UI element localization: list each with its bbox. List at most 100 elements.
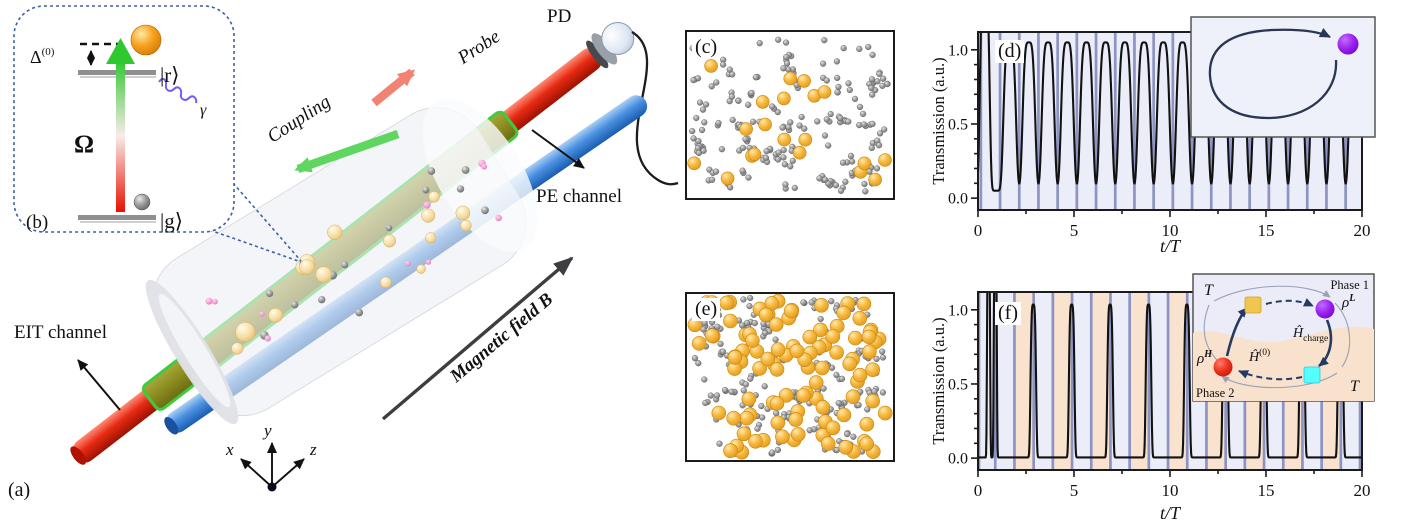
bubble-tail-line-lower: [203, 227, 302, 263]
panel-c-letter: (c): [692, 36, 721, 59]
axis-z-label: z: [309, 440, 317, 459]
pd-wire: [631, 31, 679, 186]
y-tick-label: 1.0: [948, 42, 968, 59]
probe-label: Probe: [453, 26, 504, 69]
drive-stripe: [979, 32, 983, 210]
x-tick-label: 10: [1162, 481, 1179, 500]
gamma-decay-wave: [158, 78, 198, 104]
rhoL-label: ρL: [1341, 293, 1355, 311]
limit-cycle-state-node: [1337, 33, 1359, 55]
transmission-curve-f: [978, 292, 1362, 459]
highlighted-rydberg-atom: [299, 259, 315, 275]
state-g-label: |g⟩: [160, 209, 183, 233]
limit-cycle-loop: [1208, 28, 1338, 120]
rhoH-node: [1213, 357, 1233, 377]
rydberg-atoms: [687, 293, 893, 460]
x-tick-label: 0: [974, 221, 983, 240]
pd-flange-dark: [586, 40, 609, 69]
magnetic-field-arrow: [381, 256, 574, 421]
drive-stripe: [1128, 292, 1131, 470]
y-tick-label: 0.0: [948, 451, 968, 468]
phase2-region: [1193, 326, 1374, 401]
drive-stripe: [1017, 32, 1021, 210]
drive-stripe: [1070, 292, 1074, 470]
period-T-top-label: T: [1204, 282, 1214, 299]
cyan-state-node: [1303, 366, 1321, 384]
arrow-Hcharge-down: [1318, 319, 1333, 368]
drive-stripe: [1075, 32, 1079, 210]
drive-stripe: [1166, 292, 1170, 470]
panel-e-snapshot: [685, 292, 895, 462]
arrow-H0-to-rhoH: [1238, 370, 1303, 381]
arrow-square-to-rhoL: [1265, 298, 1314, 307]
omega-arrow-shaft: [116, 60, 125, 212]
coupling-direction-arrow: [294, 129, 400, 174]
panel-e-letter: (e): [692, 298, 721, 321]
cell-right-cap: [422, 98, 538, 252]
coupling-label: Coupling: [264, 91, 335, 147]
x-tick-label: 10: [1162, 221, 1179, 240]
panel-f-ylabel: Transmission (a.u.): [929, 317, 948, 445]
ground-state-atoms: [689, 36, 891, 195]
drive-stripe: [1051, 292, 1055, 470]
x-tick-label: 15: [1258, 481, 1275, 500]
x-tick-label: 15: [1258, 221, 1275, 240]
y-tick-label: 0.5: [948, 116, 968, 133]
panel-b-letter: (b): [26, 212, 48, 233]
panel-d-ylabel: Transmission (a.u.): [929, 57, 948, 185]
eit-channel-arrow: [77, 359, 121, 411]
panel-f-inset-phase-cycle: T T Phase 1 Phase 2 ρL ρH Ĥcharge Ĥ(0): [1192, 273, 1375, 402]
panel-d-xlabel: t/T: [1159, 236, 1180, 256]
axis-x-label: x: [225, 440, 234, 459]
x-tick-label: 20: [1354, 221, 1371, 240]
omega-arrow-head: [106, 38, 135, 64]
coordinate-axes: x y z: [225, 421, 317, 492]
pe-channel-arrow: [531, 129, 585, 169]
pe-channel-label: PE channel: [536, 186, 622, 207]
detuning-label: Δ(0): [30, 46, 55, 67]
period-T-cycle: [1203, 285, 1351, 389]
h-zero-label: Ĥ(0): [1248, 347, 1270, 365]
panel-f-xlabel: t/T: [1159, 503, 1180, 523]
panel-f-letter: (f): [995, 302, 1021, 325]
bubble-tail-line-upper: [232, 182, 302, 262]
y-tick-label: 0.5: [948, 376, 968, 393]
level-g-shadow: [80, 221, 156, 223]
level-diagram-bubble: |r⟩ |g⟩ Δ(0) Ω γ (b): [13, 5, 235, 233]
rydberg-atom-sphere: [130, 24, 162, 56]
drive-stripe: [1089, 292, 1093, 470]
drive-stripe: [1113, 32, 1117, 210]
blue-tube-end-cap: [164, 417, 179, 435]
drive-stripe: [1147, 292, 1151, 470]
probe-direction-arrow: [371, 68, 416, 107]
drive-stripe: [1037, 32, 1040, 210]
phase2-label: Phase 2: [1196, 386, 1235, 400]
drive-stripe: [1171, 32, 1175, 210]
drive-stripe: [1133, 32, 1136, 210]
panel-a-letter: (a): [8, 479, 30, 501]
scatter-e: [685, 292, 895, 462]
rhoL-node: [1315, 299, 1335, 319]
eit-channel-label: EIT channel: [14, 322, 107, 343]
drive-stripe: [1056, 32, 1059, 210]
drive-stripe: [1109, 292, 1112, 470]
state-r-label: |r⟩: [160, 63, 179, 87]
omega-label: Ω: [74, 131, 94, 158]
x-tick-label: 20: [1354, 481, 1371, 500]
drive-stripe: [1013, 292, 1016, 470]
drive-stripe: [993, 292, 997, 470]
panel-d-letter: (d): [995, 40, 1025, 63]
drive-stripe: [1032, 292, 1035, 470]
cell-opening-inner: [158, 293, 231, 407]
drive-stripe: [1094, 32, 1098, 210]
axis-y-label: y: [262, 421, 272, 440]
panel-a-schematic: |r⟩ |g⟩ Δ(0) Ω γ (b) PD Probe Coupling P…: [8, 5, 679, 501]
phase1-label: Phase 1: [1330, 278, 1369, 292]
red-tube-end-cap: [70, 446, 86, 465]
panel-c-snapshot: [685, 30, 895, 200]
yellow-state-node: [1244, 296, 1262, 314]
drive-stripe: [998, 32, 1002, 210]
drive-stripe: [1185, 292, 1189, 470]
pd-dome: [601, 21, 635, 55]
